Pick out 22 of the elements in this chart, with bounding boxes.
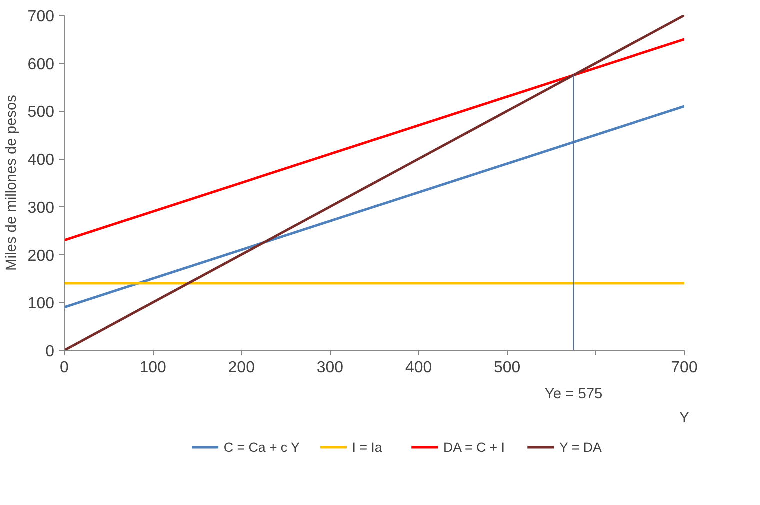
x-tick-label: 300 xyxy=(316,360,344,376)
legend-label: C = Ca + c Y xyxy=(224,440,300,455)
x-tick-label: 700 xyxy=(671,360,698,376)
legend-label: Y = DA xyxy=(560,440,602,455)
y-tick-label: 600 xyxy=(28,56,55,74)
y-tick-label: 700 xyxy=(28,8,55,26)
x-axis-title: Y xyxy=(680,410,690,426)
x-tick-label: 500 xyxy=(494,360,521,376)
y-tick-label: 200 xyxy=(28,248,55,265)
y-axis-title: Miles de millones de pesos xyxy=(4,95,20,271)
x-tick-label: 400 xyxy=(405,360,432,376)
x-tick-label: 100 xyxy=(140,360,167,376)
y-tick-label: 100 xyxy=(28,296,55,313)
legend-label: DA = C + I xyxy=(443,440,505,455)
legend-label: I = Ia xyxy=(352,440,383,455)
y-tick-label: 500 xyxy=(28,104,55,122)
y-tick-label: 300 xyxy=(28,200,55,217)
y-tick-label: 400 xyxy=(28,152,55,170)
y-tick-label: 0 xyxy=(46,344,55,360)
x-tick-label: 0 xyxy=(60,360,70,376)
annotation: Ye = 575 xyxy=(544,386,603,402)
x-tick-label: 200 xyxy=(228,360,256,376)
